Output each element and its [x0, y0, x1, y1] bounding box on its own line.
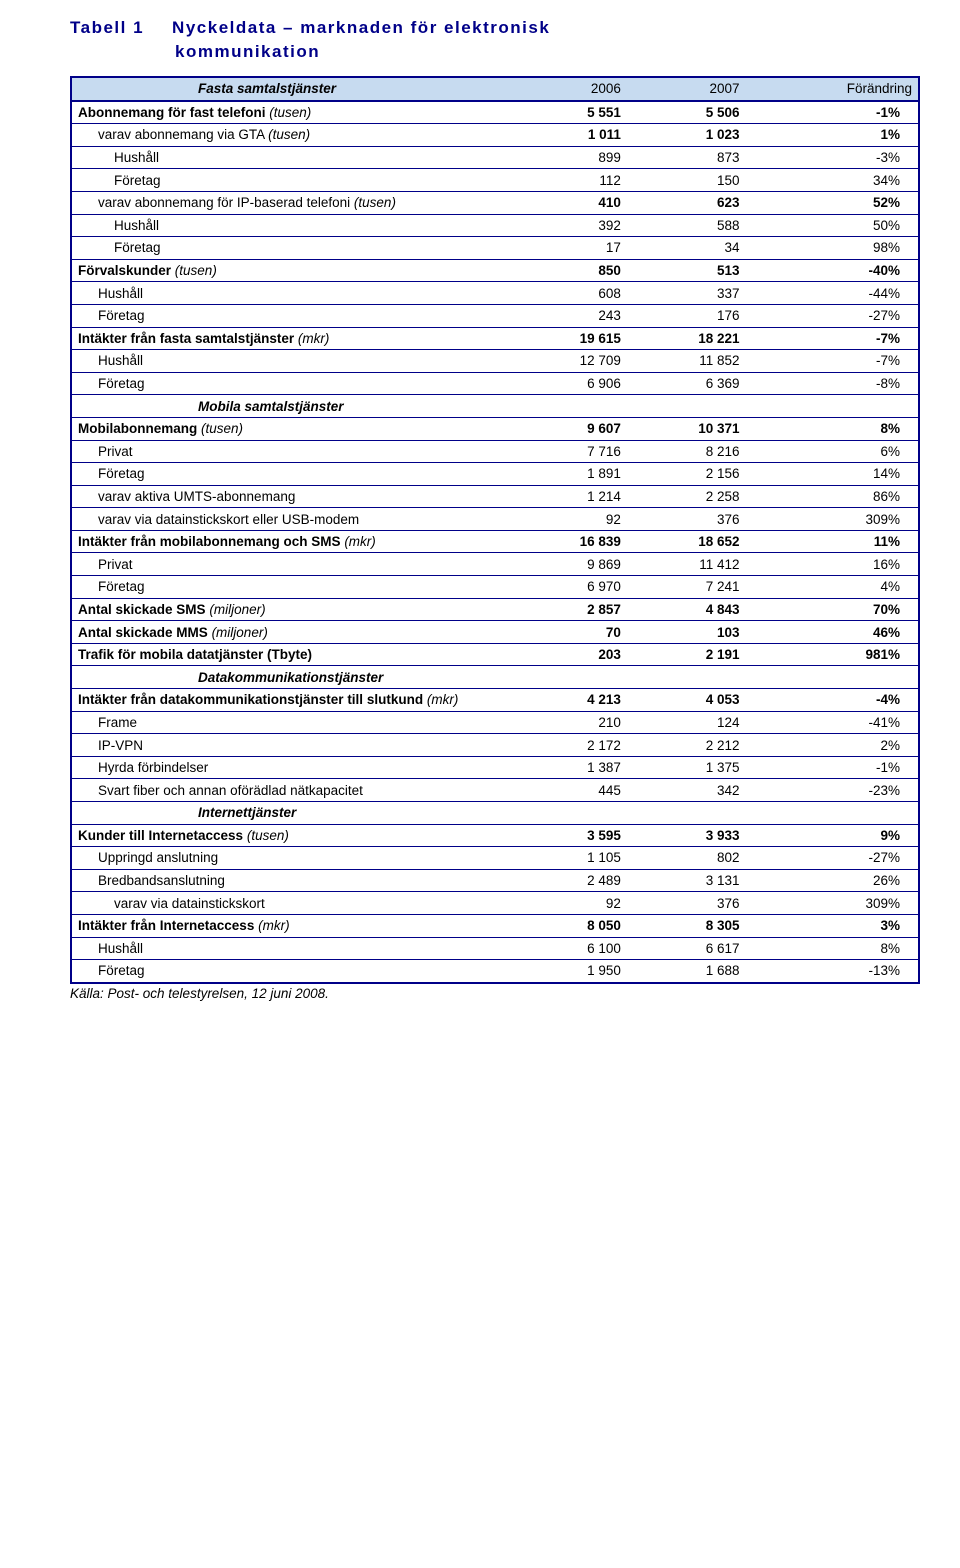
table-row: Antal skickade SMS (miljoner)2 8574 8437… — [71, 598, 919, 621]
section-datakom: Datakommunikationstjänster — [78, 670, 383, 685]
table-row: Intäkter från datakommunikationstjänster… — [71, 689, 919, 712]
header-2006: 2006 — [517, 77, 627, 101]
header-blank: Fasta samtalstjänster — [71, 77, 517, 101]
table-row: Bredbandsanslutning2 4893 13126% — [71, 869, 919, 892]
table-row: varav aktiva UMTS-abonnemang1 2142 25886… — [71, 485, 919, 508]
section-row: Datakommunikationstjänster — [71, 666, 919, 689]
table-row: Företag173498% — [71, 237, 919, 260]
table-row: Uppringd anslutning1 105802-27% — [71, 847, 919, 870]
table-row: Hushåll12 70911 852-7% — [71, 350, 919, 373]
table-row: Mobilabonnemang (tusen)9 60710 3718% — [71, 417, 919, 440]
table-row: Intäkter från mobilabonnemang och SMS (m… — [71, 530, 919, 553]
title-line1: Nyckeldata – marknaden för elektronisk — [172, 18, 550, 37]
table-row: Hyrda förbindelser1 3871 375-1% — [71, 756, 919, 779]
table-row: Företag11215034% — [71, 169, 919, 192]
table-row: Hushåll6 1006 6178% — [71, 937, 919, 960]
table-row: Privat7 7168 2166% — [71, 440, 919, 463]
section-mobila: Mobila samtalstjänster — [78, 399, 344, 414]
table-row: Trafik för mobila datatjänster (Tbyte)20… — [71, 643, 919, 666]
table-row: Förvalskunder (tusen)850513-40% — [71, 259, 919, 282]
table-title: Tabell 1 Nyckeldata – marknaden för elekt… — [70, 18, 920, 38]
table-row: Antal skickade MMS (miljoner)7010346% — [71, 621, 919, 644]
table-row: Intäkter från Internetaccess (mkr)8 0508… — [71, 914, 919, 937]
table-row: Företag243176-27% — [71, 304, 919, 327]
section-internet: Internettjänster — [78, 805, 296, 820]
table-row: varav abonnemang för IP-baserad telefoni… — [71, 191, 919, 214]
table-row: Frame210124-41% — [71, 711, 919, 734]
table-row: Företag6 9707 2414% — [71, 576, 919, 599]
data-table: Fasta samtalstjänster 2006 2007 Förändri… — [70, 76, 920, 984]
source-note: Källa: Post- och telestyrelsen, 12 juni … — [70, 986, 920, 1001]
page: Tabell 1 Nyckeldata – marknaden för elekt… — [0, 0, 960, 1031]
table-row: varav abonnemang via GTA (tusen)1 0111 0… — [71, 124, 919, 147]
table-row: Hushåll899873-3% — [71, 146, 919, 169]
table-row: Kunder till Internetaccess (tusen)3 5953… — [71, 824, 919, 847]
table-number: Tabell 1 — [70, 18, 144, 37]
section-fasta: Fasta samtalstjänster — [78, 81, 336, 96]
table-row: Företag1 8912 15614% — [71, 463, 919, 486]
table-row: Hushåll608337-44% — [71, 282, 919, 305]
section-row: Mobila samtalstjänster — [71, 395, 919, 418]
table-header-row: Fasta samtalstjänster 2006 2007 Förändri… — [71, 77, 919, 101]
title-line2: kommunikation — [175, 42, 920, 62]
section-row: Internettjänster — [71, 802, 919, 825]
header-change: Förändring — [746, 77, 919, 101]
table-row: varav via datainstickskort eller USB-mod… — [71, 508, 919, 531]
header-2007: 2007 — [627, 77, 746, 101]
table-row: Intäkter från fasta samtalstjänster (mkr… — [71, 327, 919, 350]
table-row: Företag6 9066 369-8% — [71, 372, 919, 395]
table-row: Svart fiber och annan oförädlad nätkapac… — [71, 779, 919, 802]
table-row: varav via datainstickskort92376309% — [71, 892, 919, 915]
table-row: Hushåll39258850% — [71, 214, 919, 237]
table-row: IP-VPN2 1722 2122% — [71, 734, 919, 757]
table-row: Företag1 9501 688-13% — [71, 960, 919, 983]
table-row: Privat9 86911 41216% — [71, 553, 919, 576]
table-row: Abonnemang för fast telefoni (tusen)5 55… — [71, 101, 919, 124]
